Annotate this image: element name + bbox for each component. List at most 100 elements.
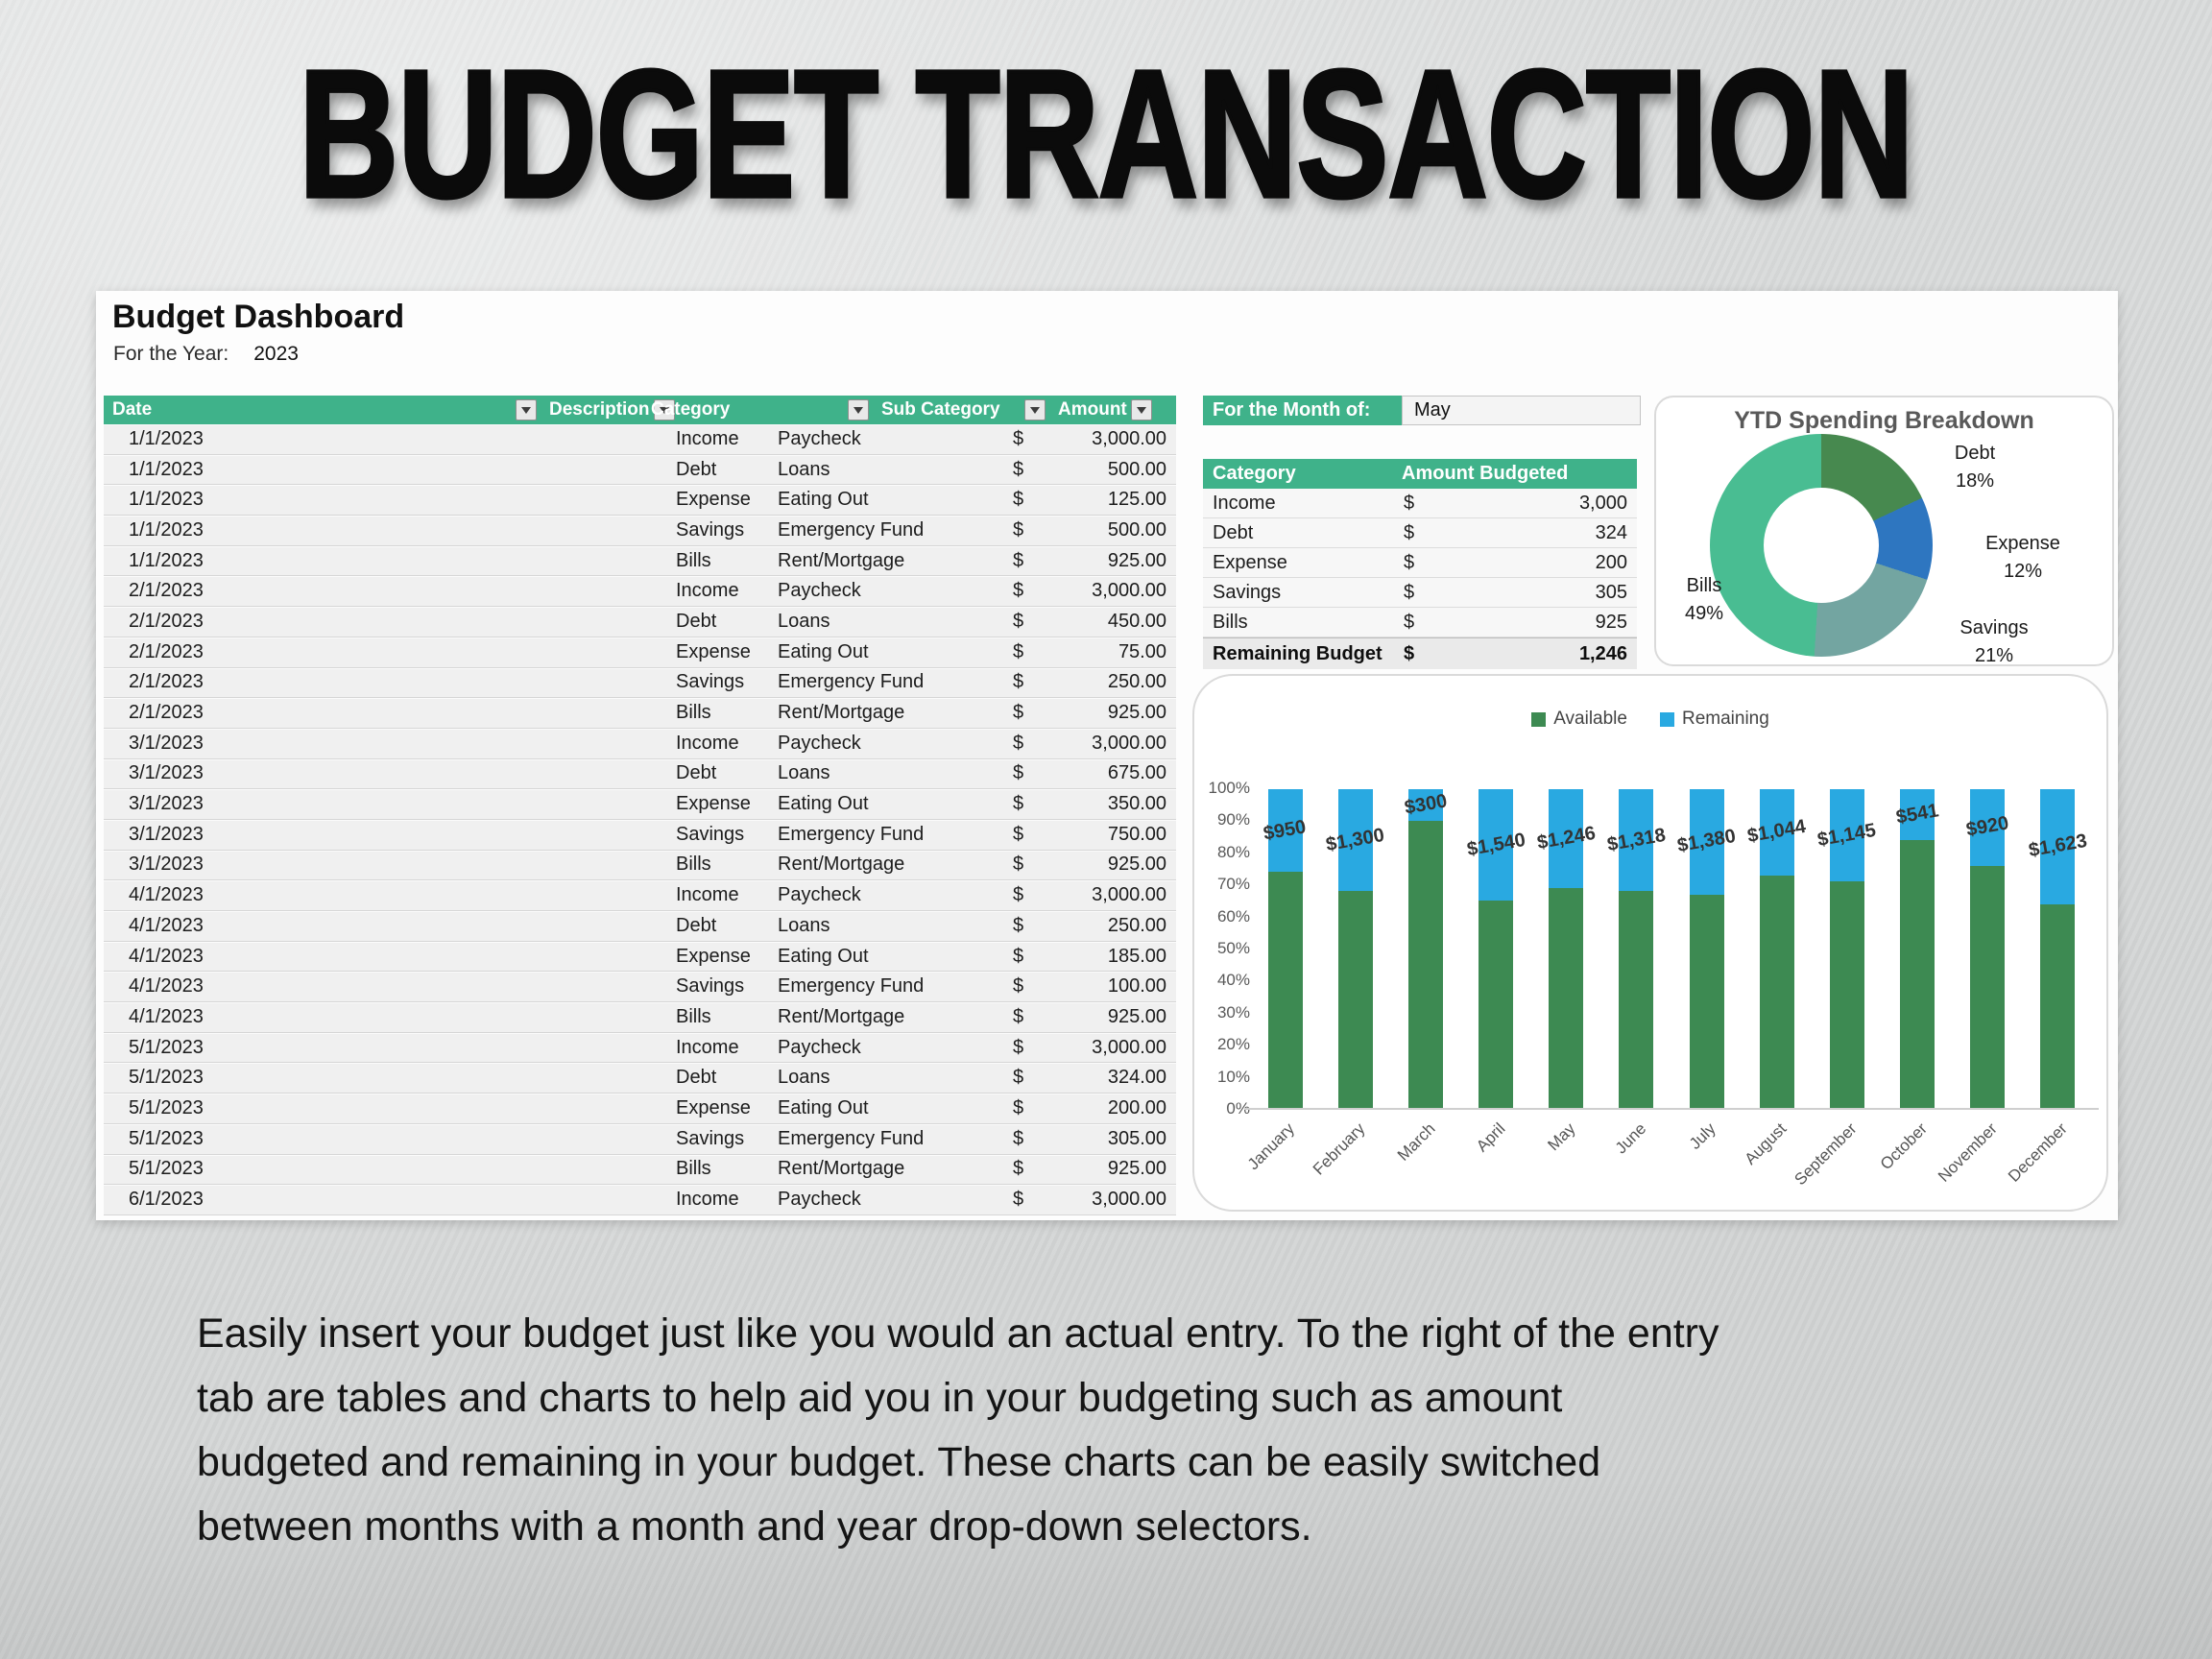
column-header: Category [642,396,873,424]
bar-segment-available [1970,865,2006,1108]
currency-symbol: $ [1013,580,1024,602]
cell-category: Income [676,1036,739,1058]
amount-value: 450.00 [1107,610,1166,632]
cell-subcategory: Emergency Fund [778,518,925,541]
amount-value: 75.00 [1118,640,1166,662]
currency-symbol: $ [1404,521,1415,543]
donut-label-savings: Savings 21% [1960,617,2029,666]
cell-category: Debt [676,914,717,936]
year-selector[interactable]: 2023 [253,343,299,365]
cell-amount: $3,000.00 [999,1189,1176,1211]
cell-subcategory: Eating Out [778,489,869,511]
column-header-label: Description [549,399,650,420]
budget-table-body: Income $3,000 Debt $324 Expense $200 [1203,489,1637,637]
bar-segment-available [2040,903,2076,1108]
bar-segment-remaining: $1,540 [1465,789,1527,902]
cell-category: Expense [676,793,751,815]
bar-data-label: $1,540 [1464,829,1527,860]
cell-amount: $925.00 [999,1158,1176,1180]
budget-amount: 200 [1595,551,1627,573]
cell-amount: $3,000.00 [999,733,1176,755]
cell-subcategory: Loans [778,914,830,936]
currency-symbol: $ [1013,945,1024,967]
amount-value: 3,000.00 [1092,884,1166,906]
bar-data-label: $1,380 [1675,826,1738,857]
cell-category: Bills [676,702,711,724]
cell-date: 2/1/2023 [129,702,204,724]
currency-symbol: $ [1013,427,1024,449]
bar-segment-available [1479,901,1514,1108]
cell-category: Savings [676,518,745,541]
bar-data-label: $1,623 [2027,830,2089,862]
y-axis-tick: 100% [1208,779,1250,797]
table-row: 4/1/2023 Savings Emergency Fund $100.00 [104,972,1176,1003]
amount-value: 3,000.00 [1092,732,1166,754]
amount-value: 3,000.00 [1092,1036,1166,1058]
cell-date: 1/1/2023 [129,489,204,511]
cell-date: 4/1/2023 [129,975,204,998]
cell-amount: $450.00 [999,611,1176,633]
x-axis-label: February [1309,1119,1369,1179]
x-axis-label: October [1876,1119,1931,1174]
y-axis: 100% 90% 80% 70% 60% 50% 40% 30% 20% 10% 0% [1200,779,1250,1118]
column-filter-button[interactable] [848,399,869,421]
bar-segment-available [1619,891,1654,1108]
bar-segment-available [1759,875,1794,1108]
table-row: 3/1/2023 Bills Rent/Mortgage $925.00 [104,850,1176,881]
bar-column: $1,044 August [1741,789,1812,1168]
table-row: 2/1/2023 Savings Emergency Fund $250.00 [104,667,1176,699]
bar-segment-remaining: $1,623 [2027,789,2088,904]
column-filter-button[interactable] [1024,399,1046,421]
chart-legend: Available Remaining [1194,709,2106,730]
table-row: 1/1/2023 Bills Rent/Mortgage $925.00 [104,545,1176,577]
currency-symbol: $ [1404,581,1415,603]
month-selector[interactable]: May [1402,396,1641,425]
cell-category: Bills [676,549,711,571]
cell-category: Savings [676,975,745,998]
cell-date: 3/1/2023 [129,823,204,845]
amount-value: 324.00 [1107,1067,1166,1089]
cell-amount: $3,000.00 [999,1037,1176,1059]
amount-value: 500.00 [1107,518,1166,541]
currency-symbol: $ [1013,975,1024,998]
table-row: 5/1/2023 Income Paycheck $3,000.00 [104,1032,1176,1064]
column-filter-button[interactable] [1130,399,1152,421]
cell-subcategory: Eating Out [778,793,869,815]
budget-col-amount: Amount Budgeted [1402,463,1569,484]
cell-date: 3/1/2023 [129,854,204,876]
cell-category: Expense [676,640,751,662]
year-label: For the Year: [113,343,229,365]
cell-date: 1/1/2023 [129,427,204,449]
currency-symbol: $ [1013,1127,1024,1149]
column-header-label: Amount [1058,399,1127,420]
cell-category: Debt [676,610,717,632]
cell-amount: $185.00 [999,946,1176,968]
transactions-header-row: Date Description Category Sub Ca [104,396,1176,424]
x-axis-label: September [1791,1119,1861,1190]
x-axis-label: June [1611,1119,1649,1158]
cell-subcategory: Loans [778,458,830,480]
amount-value: 925.00 [1107,549,1166,571]
table-row: 1/1/2023 Expense Eating Out $125.00 [104,485,1176,517]
budget-table: Category Amount Budgeted Income $3,000 D… [1203,459,1637,669]
column-filter-button[interactable] [653,399,675,421]
transactions-table: Date Description Category Sub Ca [104,396,1176,1215]
budget-amount: 305 [1595,581,1627,603]
currency-symbol: $ [1013,762,1024,784]
bar-data-label: $1,300 [1324,824,1386,855]
legend-swatch-icon [1659,711,1674,727]
budget-col-category: Category [1213,463,1296,484]
budget-category: Expense [1213,551,1287,573]
cell-subcategory: Rent/Mortgage [778,1158,905,1180]
column-filter-button[interactable] [516,399,537,421]
currency-symbol: $ [1013,884,1024,906]
cell-date: 5/1/2023 [129,1096,204,1118]
bar-segment-available [1900,840,1936,1108]
table-row: 1/1/2023 Income Paycheck $3,000.00 [104,424,1176,455]
bar-data-label: $541 [1894,800,1940,829]
y-axis-tick: 60% [1216,906,1250,926]
bar-column: $1,623 December [2005,789,2093,1186]
column-header: Sub Category [873,396,1049,424]
budget-row: Savings $305 [1203,578,1637,608]
